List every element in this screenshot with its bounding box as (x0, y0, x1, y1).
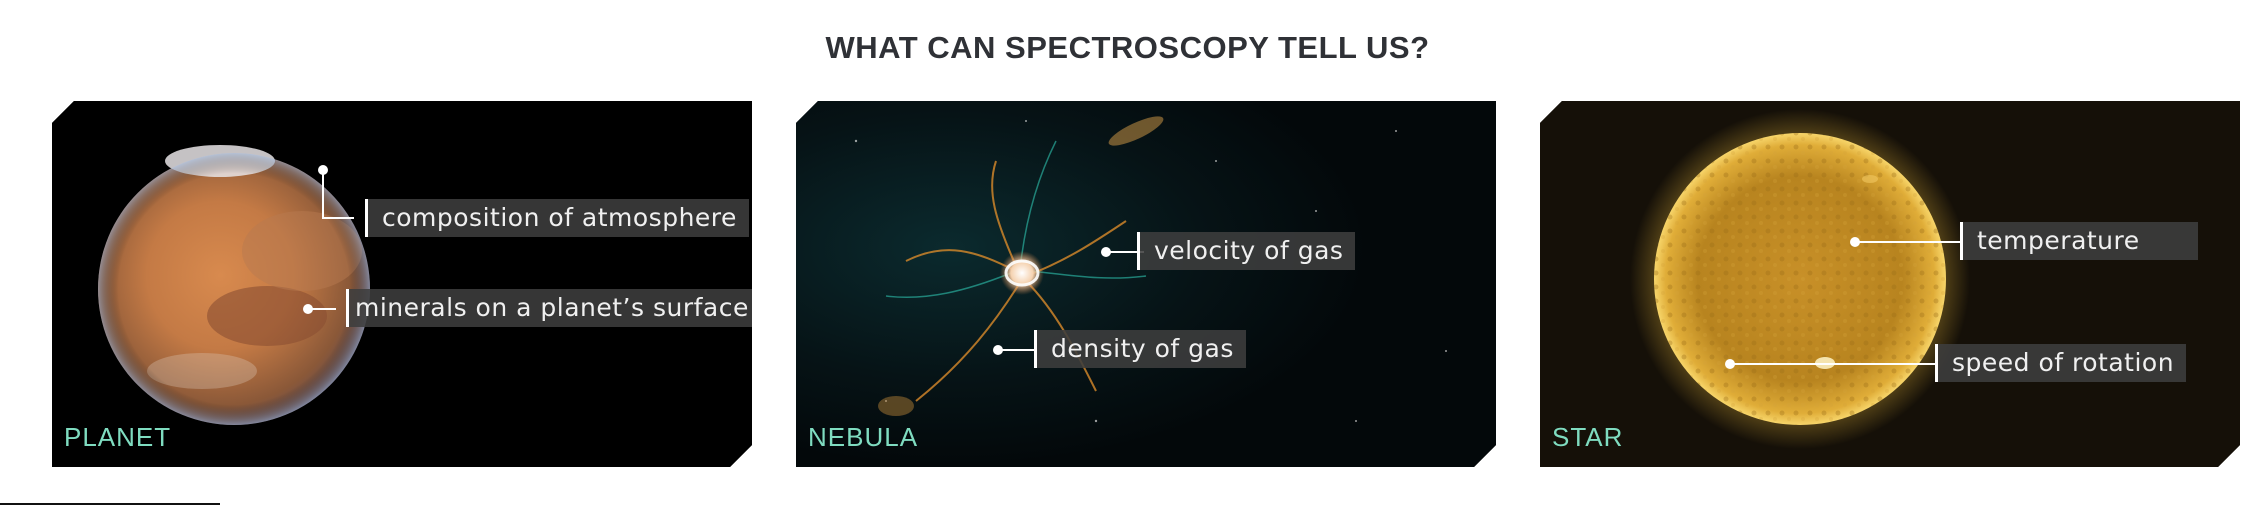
atmosphere-label-bar (365, 199, 368, 237)
density-leader (998, 349, 1034, 351)
region-label-nebula: NEBULA (808, 422, 919, 452)
minerals-leader (308, 308, 336, 310)
atmosphere-leader-horizontal (322, 217, 354, 219)
atmosphere-leader-vertical (322, 170, 324, 218)
atmosphere-label: composition of atmosphere (368, 199, 749, 237)
minerals-label-bar (346, 289, 349, 327)
rotation-label-bar (1935, 344, 1938, 382)
rotation-leader (1730, 363, 1935, 365)
star-image (1540, 101, 2240, 467)
nebula-image (796, 101, 1496, 467)
nebula-panel: velocity of gas density of gas NEBULA (796, 101, 1496, 467)
star-panel: temperature speed of rotation STAR (1540, 101, 2240, 467)
temperature-leader (1855, 241, 1960, 243)
planet-panel: composition of atmosphere minerals on a … (52, 101, 752, 467)
region-label-star: STAR (1552, 422, 1624, 452)
planet-image (52, 101, 752, 467)
region-label-planet: PLANET (64, 422, 172, 452)
rotation-label: speed of rotation (1938, 344, 2186, 382)
temperature-label: temperature (1963, 222, 2198, 260)
velocity-leader (1106, 251, 1144, 253)
density-label: density of gas (1037, 330, 1246, 368)
minerals-label: minerals on a planet’s surface (349, 289, 752, 327)
velocity-label-bar (1137, 232, 1140, 270)
temperature-label-bar (1960, 222, 1963, 260)
page-title: WHAT CAN SPECTROSCOPY TELL US? (825, 30, 1430, 65)
bottom-left-rule (0, 503, 220, 505)
velocity-label: velocity of gas (1140, 232, 1355, 270)
density-label-bar (1034, 330, 1037, 368)
